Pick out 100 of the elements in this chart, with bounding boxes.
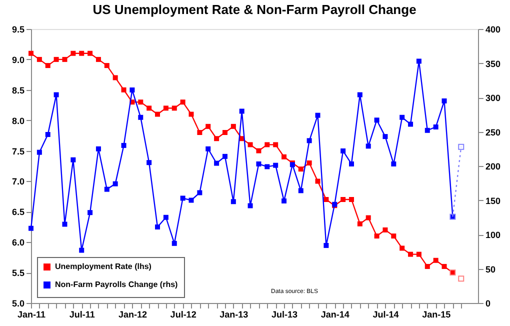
y2-tick-label: 100	[486, 230, 501, 240]
point	[416, 58, 422, 64]
point	[366, 144, 371, 149]
point	[315, 112, 320, 118]
point	[282, 154, 287, 160]
point	[374, 118, 380, 123]
point	[155, 224, 160, 230]
point	[62, 56, 68, 62]
point	[45, 63, 50, 68]
point	[382, 134, 388, 140]
point	[96, 146, 101, 152]
point	[36, 56, 42, 62]
y-tick-label: 8.5	[12, 85, 24, 96]
point	[408, 252, 414, 257]
x-tick-label: Jan-14	[320, 310, 350, 320]
x-tick-label: Jul-14	[372, 310, 399, 320]
point	[239, 108, 244, 114]
point	[197, 190, 202, 196]
y2-tick-label: 300	[486, 93, 501, 103]
point	[96, 56, 101, 62]
point	[28, 50, 34, 56]
point	[45, 132, 50, 137]
point	[348, 196, 354, 202]
chart-title: US Unemployment Rate & Non-Farm Payroll Change	[92, 2, 416, 17]
point	[433, 258, 438, 263]
point	[424, 128, 430, 133]
point	[374, 234, 380, 239]
point	[382, 227, 388, 232]
y-tick-label: 6.5	[12, 207, 24, 218]
point	[88, 210, 93, 216]
point	[121, 142, 126, 148]
point	[104, 63, 110, 68]
x-tick-label: Jul-11	[69, 310, 95, 320]
point	[315, 178, 320, 184]
point	[54, 92, 59, 98]
point	[146, 160, 152, 166]
point	[264, 142, 270, 148]
point	[188, 198, 194, 203]
point	[357, 92, 362, 98]
x-tick-label: Jan-12	[118, 310, 147, 320]
x-tick-label: Jul-12	[170, 310, 196, 320]
point	[400, 246, 405, 251]
y-tick-label: 8.0	[12, 116, 24, 126]
point	[298, 188, 304, 194]
point	[180, 100, 186, 105]
x-tick-label: Jul-13	[272, 310, 298, 320]
point	[172, 106, 177, 111]
point	[324, 196, 329, 202]
point	[256, 161, 262, 166]
point	[112, 75, 118, 80]
point	[62, 222, 68, 227]
y2-tick-label: 150	[486, 196, 501, 206]
point	[222, 154, 228, 159]
y2-tick-label: 400	[486, 24, 501, 34]
point	[163, 106, 168, 111]
legend-label: Unemployment Rate (lhs)	[55, 262, 152, 271]
point	[206, 146, 211, 152]
point	[442, 98, 447, 104]
point	[230, 199, 236, 204]
point	[357, 221, 362, 226]
point	[348, 161, 354, 166]
point	[324, 242, 329, 248]
y-tick-label: 6.0	[12, 238, 24, 248]
point	[138, 114, 144, 120]
point	[172, 240, 177, 246]
y-tick-label: 9.5	[12, 24, 24, 34]
point	[458, 276, 464, 282]
point	[442, 264, 447, 269]
y2-tick-label: 200	[486, 162, 501, 172]
x-tick-label: Jan-15	[422, 310, 451, 320]
y-tick-label: 7.0	[12, 176, 24, 187]
point	[28, 226, 34, 231]
point	[214, 160, 220, 166]
point	[197, 130, 202, 136]
point	[340, 196, 346, 202]
point	[163, 214, 168, 220]
point	[264, 164, 270, 170]
point	[391, 234, 396, 239]
point	[54, 56, 59, 62]
point	[180, 196, 186, 201]
legend-label: Non-Farm Payrolls Change (rhs)	[55, 280, 178, 289]
point	[248, 142, 253, 148]
y2-tick-label: 250	[486, 127, 501, 138]
point	[206, 124, 211, 129]
point	[248, 203, 253, 208]
point	[230, 124, 236, 129]
point	[424, 264, 430, 269]
point	[70, 157, 76, 162]
point	[273, 142, 278, 148]
point	[188, 112, 194, 117]
y2-tick-label: 0	[486, 298, 491, 308]
x-tick-label: Jan-11	[17, 310, 46, 320]
point	[273, 162, 278, 168]
point	[416, 252, 422, 257]
y2-tick-label: 50	[486, 264, 496, 274]
point	[155, 112, 160, 117]
point	[146, 106, 152, 111]
point	[130, 87, 135, 92]
point	[306, 160, 312, 166]
point	[366, 215, 371, 220]
